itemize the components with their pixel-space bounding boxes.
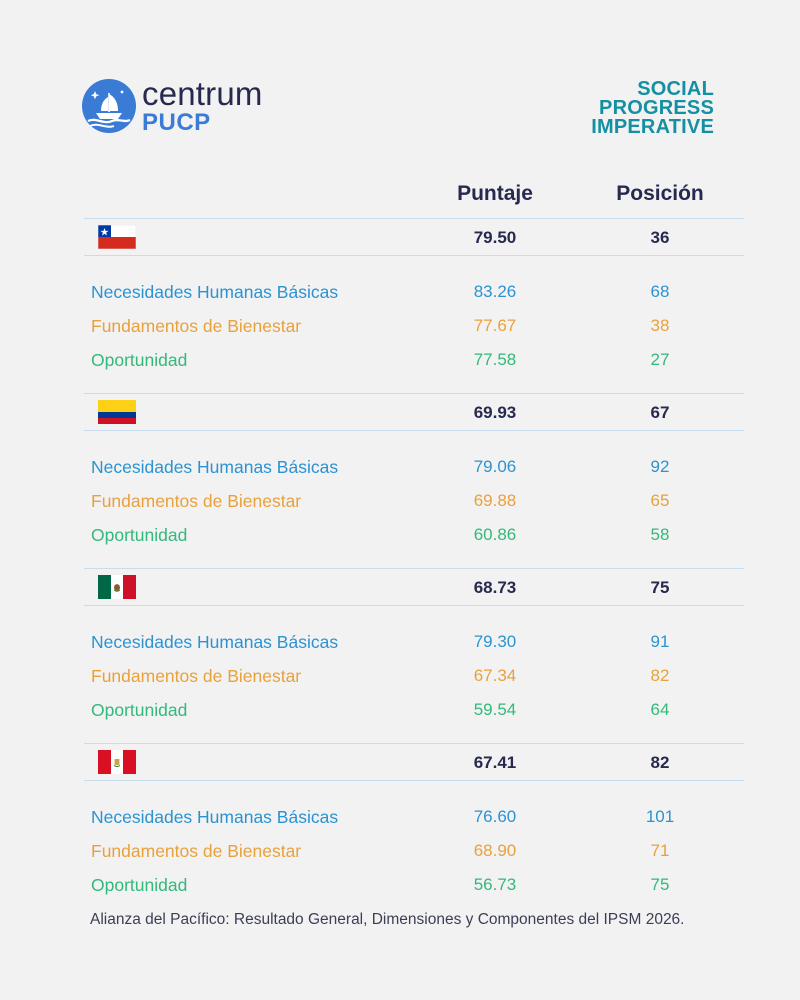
country-rank: 67: [650, 403, 670, 422]
dimension-rank: 75: [650, 875, 670, 894]
dimension-score: 83.26: [473, 282, 517, 301]
dimension-label: Necesidades Humanas Básicas: [91, 632, 339, 652]
dimension-row-basic-needs: Necesidades Humanas Básicas 79.30 91: [84, 628, 744, 654]
dimension-label: Fundamentos de Bienestar: [91, 316, 302, 336]
dimension-group-peru: Necesidades Humanas Básicas 76.60 101 Fu…: [84, 781, 744, 918]
dimension-score: 56.73: [473, 875, 517, 894]
dimension-score: 69.88: [473, 491, 517, 510]
country-rank: 75: [650, 578, 670, 597]
centrum-pucp-logo: centrum PUCP: [82, 75, 263, 136]
dimension-label: Oportunidad: [91, 700, 188, 720]
dimension-label: Oportunidad: [91, 875, 188, 895]
dimension-group-colombia: Necesidades Humanas Básicas 79.06 92 Fun…: [84, 431, 744, 568]
dimension-score: 68.90: [473, 841, 517, 860]
spi-line: PROGRESS: [599, 97, 714, 119]
dimension-label: Necesidades Humanas Básicas: [91, 457, 339, 477]
brand-word: centrum: [142, 75, 263, 112]
dimension-score: 59.54: [473, 700, 517, 719]
dimension-score: 79.06: [473, 457, 517, 476]
dimension-label: Fundamentos de Bienestar: [91, 841, 302, 861]
colombia-flag-icon: [98, 400, 136, 424]
spi-line: SOCIAL: [637, 78, 714, 100]
country-rank: 36: [650, 228, 670, 247]
social-progress-imperative-logo: SOCIAL PROGRESS IMPERATIVE: [591, 78, 714, 138]
dimension-row-basic-needs: Necesidades Humanas Básicas 79.06 92: [84, 453, 744, 479]
dimension-row-wellbeing: Fundamentos de Bienestar 68.90 71: [84, 837, 744, 863]
dimension-row-basic-needs: Necesidades Humanas Básicas 83.26 68: [84, 278, 744, 304]
dimension-label: Necesidades Humanas Básicas: [91, 282, 339, 302]
dimension-rank: 64: [650, 700, 670, 719]
dimension-score: 77.67: [473, 316, 517, 335]
country-row-colombia: 69.93 67: [84, 393, 744, 431]
dimension-group-mexico: Necesidades Humanas Básicas 79.30 91 Fun…: [84, 606, 744, 743]
dimension-row-opportunity: Oportunidad 59.54 64: [84, 696, 744, 722]
country-score: 69.93: [473, 403, 517, 422]
dimension-rank: 65: [650, 491, 670, 510]
dimension-score: 77.58: [473, 350, 517, 369]
dimension-rank: 58: [650, 525, 670, 544]
dimension-label: Fundamentos de Bienestar: [91, 666, 302, 686]
spi-line: IMPERATIVE: [591, 116, 714, 138]
brand-sub: PUCP: [142, 109, 211, 136]
country-score: 67.41: [473, 753, 517, 772]
dimension-row-wellbeing: Fundamentos de Bienestar 67.34 82: [84, 662, 744, 688]
country-score: 68.73: [473, 578, 517, 597]
score-column-header: Puntaje: [457, 182, 533, 205]
column-headers: Puntaje Posición: [84, 170, 744, 218]
dimension-rank: 71: [650, 841, 670, 860]
dimension-row-wellbeing: Fundamentos de Bienestar 69.88 65: [84, 487, 744, 513]
peru-flag-icon: [98, 750, 136, 774]
dimension-rank: 27: [650, 350, 670, 369]
ship-logo-icon: [82, 79, 136, 133]
rank-column-header: Posición: [616, 182, 704, 205]
dimension-rank: 38: [650, 316, 670, 335]
dimension-row-basic-needs: Necesidades Humanas Básicas 76.60 101: [84, 803, 744, 829]
dimension-score: 79.30: [473, 632, 517, 651]
dimension-score: 67.34: [473, 666, 517, 685]
dimension-row-opportunity: Oportunidad 60.86 58: [84, 521, 744, 547]
dimension-rank: 91: [650, 632, 670, 651]
country-score: 79.50: [473, 228, 517, 247]
dimension-group-chile: Necesidades Humanas Básicas 83.26 68 Fun…: [84, 256, 744, 393]
dimension-label: Necesidades Humanas Básicas: [91, 807, 339, 827]
dimension-rank: 92: [650, 457, 670, 476]
dimension-label: Fundamentos de Bienestar: [91, 491, 302, 511]
country-row-peru: 67.41 82: [84, 743, 744, 781]
ranking-table: Puntaje Posición 79.50 36 Necesidades Hu…: [84, 170, 744, 918]
dimension-rank: 82: [650, 666, 670, 685]
dimension-score: 60.86: [473, 525, 517, 544]
country-row-mexico: 68.73 75: [84, 568, 744, 606]
country-row-chile: 79.50 36: [84, 218, 744, 256]
mexico-flag-icon: [98, 575, 136, 599]
country-rank: 82: [650, 753, 670, 772]
dimension-row-opportunity: Oportunidad 77.58 27: [84, 346, 744, 372]
dimension-rank: 101: [645, 807, 675, 826]
caption: Alianza del Pacífico: Resultado General,…: [90, 911, 685, 928]
dimension-score: 76.60: [473, 807, 517, 826]
dimension-label: Oportunidad: [91, 350, 188, 370]
dimension-label: Oportunidad: [91, 525, 188, 545]
chile-flag-icon: [98, 225, 136, 249]
dimension-rank: 68: [650, 282, 670, 301]
dimension-row-wellbeing: Fundamentos de Bienestar 77.67 38: [84, 312, 744, 338]
dimension-row-opportunity: Oportunidad 56.73 75: [84, 871, 744, 897]
